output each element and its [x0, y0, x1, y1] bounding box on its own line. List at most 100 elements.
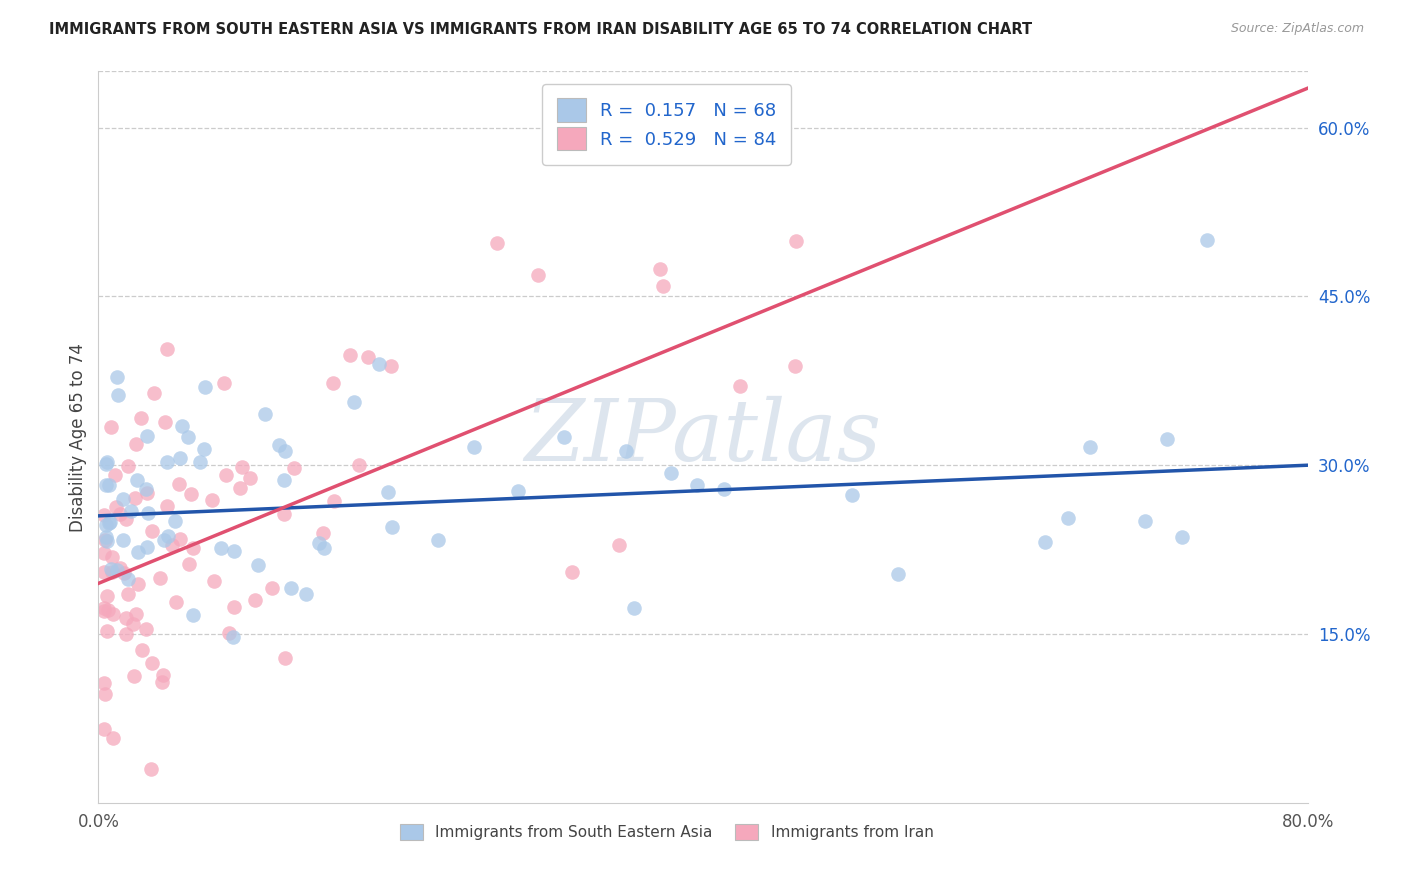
Point: [427, 533, 450, 548]
Point: [103, 731, 125, 746]
Point: [841, 487, 863, 501]
Point: [112, 491, 135, 506]
Point: [273, 473, 295, 487]
Point: [156, 342, 179, 356]
Point: [160, 537, 183, 551]
Point: [135, 483, 157, 497]
Point: [167, 477, 190, 491]
Point: [96, 590, 118, 604]
Point: [93, 722, 115, 736]
Point: [96, 534, 118, 549]
Point: [367, 357, 389, 371]
Point: [135, 540, 157, 554]
Point: [100, 562, 122, 576]
Point: [294, 587, 316, 601]
Point: [239, 471, 262, 485]
Point: [224, 543, 246, 558]
Point: [887, 567, 910, 582]
Point: [153, 415, 176, 429]
Point: [188, 454, 211, 468]
Point: [94, 477, 117, 491]
Point: [221, 630, 243, 644]
Point: [105, 563, 128, 577]
Point: [107, 388, 129, 402]
Point: [156, 455, 179, 469]
Point: [100, 420, 122, 434]
Point: [322, 376, 344, 391]
Point: [260, 581, 283, 595]
Point: [486, 236, 509, 251]
Point: [114, 566, 136, 581]
Legend: Immigrants from South Eastern Asia, Immigrants from Iran: Immigrants from South Eastern Asia, Immi…: [394, 818, 939, 847]
Point: [343, 395, 366, 409]
Point: [380, 359, 402, 374]
Point: [139, 762, 162, 776]
Point: [98, 515, 121, 529]
Point: [135, 486, 157, 500]
Point: [652, 279, 675, 293]
Point: [117, 587, 139, 601]
Point: [267, 438, 290, 452]
Point: [311, 525, 333, 540]
Point: [463, 441, 485, 455]
Point: [125, 473, 148, 487]
Point: [246, 558, 269, 573]
Point: [94, 533, 117, 548]
Point: [561, 565, 583, 579]
Point: [659, 466, 682, 480]
Point: [274, 650, 297, 665]
Point: [229, 481, 252, 495]
Point: [169, 532, 191, 546]
Point: [212, 376, 235, 390]
Point: [104, 467, 127, 482]
Point: [101, 565, 124, 579]
Point: [607, 538, 630, 552]
Point: [125, 607, 148, 622]
Point: [141, 656, 163, 670]
Point: [108, 560, 131, 574]
Point: [254, 407, 277, 421]
Point: [527, 268, 550, 282]
Point: [122, 669, 145, 683]
Point: [1156, 432, 1178, 446]
Point: [339, 348, 361, 362]
Point: [169, 450, 191, 465]
Point: [127, 545, 149, 559]
Point: [93, 545, 115, 559]
Point: [156, 499, 179, 513]
Point: [177, 429, 200, 443]
Point: [120, 504, 142, 518]
Point: [96, 455, 118, 469]
Point: [141, 524, 163, 538]
Point: [201, 493, 224, 508]
Point: [357, 351, 380, 365]
Point: [93, 603, 115, 617]
Point: [214, 467, 236, 482]
Point: [96, 624, 118, 639]
Point: [713, 483, 735, 497]
Point: [115, 611, 138, 625]
Point: [314, 541, 336, 556]
Point: [280, 581, 302, 595]
Point: [98, 516, 121, 530]
Point: [129, 410, 152, 425]
Point: [93, 601, 115, 615]
Point: [97, 603, 120, 617]
Point: [138, 506, 160, 520]
Point: [136, 428, 159, 442]
Point: [553, 430, 575, 444]
Point: [347, 458, 370, 472]
Point: [181, 608, 204, 623]
Point: [94, 457, 117, 471]
Point: [135, 623, 157, 637]
Point: [94, 687, 117, 701]
Point: [1195, 233, 1218, 247]
Point: [273, 443, 295, 458]
Point: [143, 386, 166, 401]
Point: [224, 599, 246, 614]
Point: [96, 518, 118, 533]
Point: [231, 460, 253, 475]
Point: [110, 507, 132, 521]
Point: [98, 478, 121, 492]
Point: [101, 607, 124, 621]
